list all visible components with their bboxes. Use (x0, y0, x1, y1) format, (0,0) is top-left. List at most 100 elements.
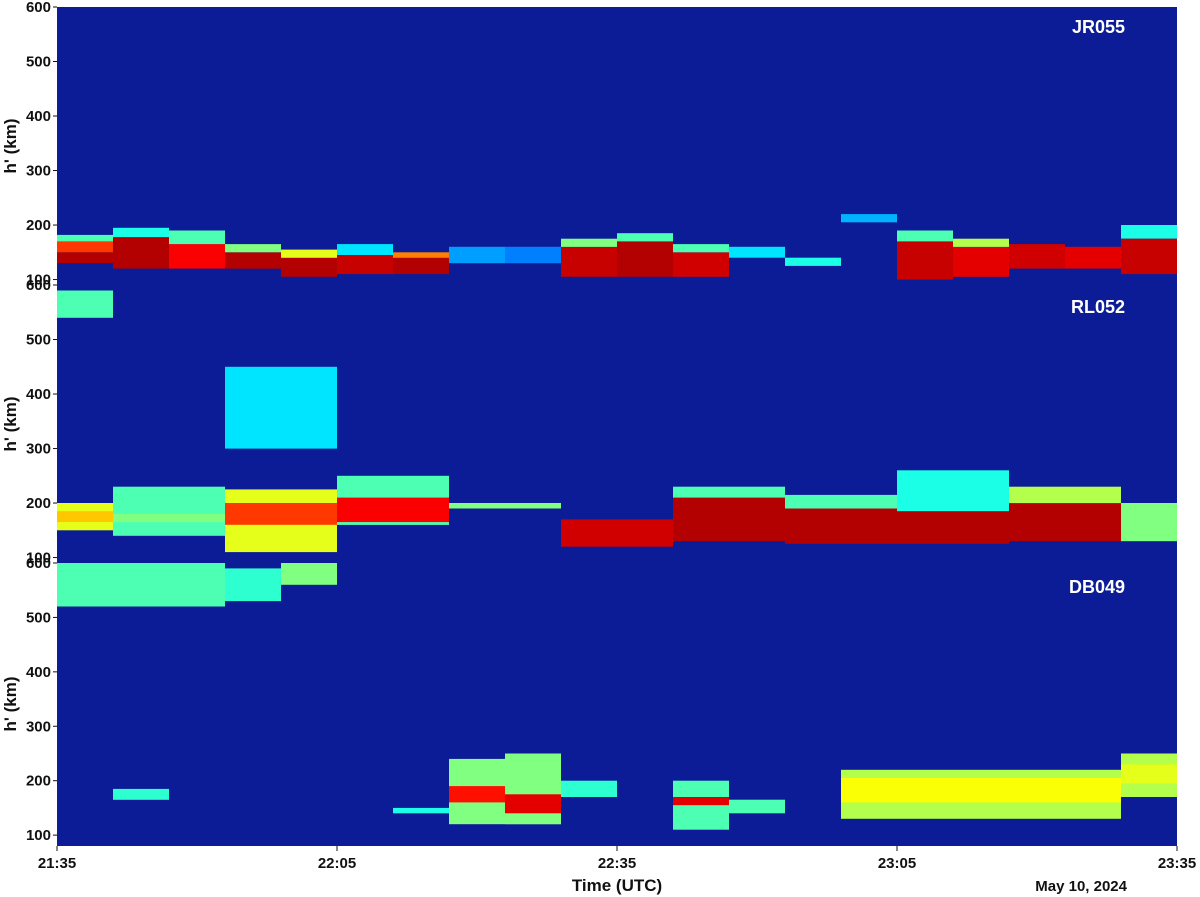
heatmap-cell-jr055-15-1 (897, 230, 953, 242)
heatmap-cell-jr055-6-0 (393, 257, 449, 275)
panel-rl052-station-label: RL052 (1071, 297, 1125, 317)
y-tick-label: 500 (26, 332, 51, 349)
heatmap-cell-jr055-4-0 (281, 257, 337, 277)
y-tick-label: 100 (26, 550, 51, 567)
heatmap-cell-rl052-0-1 (57, 511, 113, 523)
heatmap-cell-jr055-3-1 (225, 244, 281, 253)
panel-db049-cells (57, 563, 1177, 830)
heatmap-cell-jr055-1-1 (113, 227, 169, 238)
heatmap-cell-jr055-1-0 (113, 237, 169, 269)
heatmap-cell-rl052-2-1 (225, 503, 337, 525)
panel-db049: 100 200 300 400 500 600 h' (km) DB049 (1, 555, 1177, 846)
heatmap-cell-jr055-9-0 (561, 246, 617, 277)
y-tick-label: 200 (26, 495, 51, 512)
heatmap-cell-db049-7-0 (561, 780, 617, 797)
date-label: May 10, 2024 (1035, 878, 1127, 895)
heatmap-cell-db049-6-0 (505, 753, 561, 825)
heatmap-cell-db049-11-1 (1121, 764, 1177, 784)
y-tick-label: 400 (26, 108, 51, 125)
panel-db049-y-axis: 100 200 300 400 500 600 (26, 555, 57, 844)
heatmap-cell-db049-9-0 (729, 799, 785, 814)
heatmap-cell-rl052-2-2 (225, 366, 337, 449)
y-tick-label: 600 (26, 555, 51, 572)
heatmap-cell-jr055-15-0 (897, 241, 953, 280)
heatmap-cell-jr055-5-1 (337, 244, 393, 255)
x-tick-label: 23:05 (878, 855, 916, 872)
y-tick-label: 400 (26, 664, 51, 681)
heatmap-cell-jr055-10-0 (617, 241, 673, 277)
heatmap-cell-rl052-6-1 (673, 486, 785, 498)
heatmap-cell-db049-6-1 (505, 794, 561, 814)
panel-rl052: 100 200 300 400 500 600 h' (km) RL052 (1, 277, 1177, 567)
heatmap-cell-db049-0-0 (57, 563, 225, 607)
heatmap-cell-jr055-12-0 (729, 246, 785, 258)
heatmap-cell-jr055-19-1 (1121, 225, 1177, 239)
heatmap-cell-jr055-11-1 (673, 244, 729, 253)
heatmap-cell-jr055-0-2 (57, 234, 113, 242)
heatmap-cell-jr055-9-1 (561, 238, 617, 247)
y-tick-label: 200 (26, 217, 51, 234)
heatmap-cell-rl052-7-0 (785, 508, 897, 544)
heatmap-cell-jr055-2-0 (169, 244, 225, 269)
heatmap-cell-rl052-4-0 (449, 503, 561, 509)
heatmap-cell-jr055-6-1 (393, 252, 449, 258)
heatmap-cell-jr055-3-0 (225, 252, 281, 269)
y-tick-label: 500 (26, 54, 51, 71)
panel-rl052-y-axis: 100 200 300 400 500 600 (26, 277, 57, 567)
heatmap-cell-rl052-7-1 (785, 494, 897, 509)
heatmap-cell-db049-5-1 (449, 786, 505, 803)
heatmap-cell-db049-3-0 (281, 563, 337, 585)
panel-db049-station-label: DB049 (1069, 577, 1125, 597)
heatmap-cell-jr055-16-1 (953, 238, 1009, 247)
heatmap-cell-jr055-11-0 (673, 252, 729, 277)
panel-jr055-cells (57, 214, 1177, 280)
x-tick-label: 22:05 (318, 855, 356, 872)
heatmap-cell-db049-1-0 (113, 788, 169, 800)
y-tick-label: 200 (26, 773, 51, 790)
heatmap-cell-jr055-4-1 (281, 249, 337, 258)
y-tick-label: 300 (26, 718, 51, 735)
x-tick-label: 23:35 (1158, 855, 1196, 872)
heatmap-cell-rl052-6-0 (673, 492, 785, 542)
heatmap-cell-rl052-1-1 (113, 513, 225, 523)
y-tick-label: 100 (26, 827, 51, 844)
panel-rl052-ylabel: h' (km) (1, 396, 20, 451)
panel-jr055-ylabel: h' (km) (1, 118, 20, 173)
heatmap-cell-db049-4-0 (393, 807, 449, 814)
y-tick-label: 300 (26, 163, 51, 180)
heatmap-cell-rl052-1-0 (113, 486, 225, 536)
panel-rl052-cells (57, 290, 1177, 553)
y-tick-label: 400 (26, 386, 51, 403)
heatmap-cell-db049-10-1 (841, 778, 1121, 803)
heatmap-cell-rl052-8-0 (897, 511, 1009, 544)
heatmap-cell-rl052-0-2 (57, 290, 113, 318)
heatmap-cell-db049-8-1 (673, 797, 729, 806)
heatmap-cell-jr055-8-0 (505, 246, 561, 264)
heatmap-cell-jr055-13-0 (785, 257, 841, 266)
heatmap-cell-jr055-17-0 (1009, 244, 1065, 269)
heatmap-cell-rl052-3-1 (337, 497, 449, 523)
heatmap-cell-jr055-19-0 (1121, 238, 1177, 275)
heatmap-cell-rl052-5-0 (561, 519, 673, 547)
heatmap-cell-jr055-14-0 (841, 214, 897, 223)
heatmap-cell-jr055-16-0 (953, 246, 1009, 277)
heatmap-cell-rl052-8-1 (897, 470, 1009, 512)
heatmap-cell-jr055-7-0 (449, 246, 505, 264)
x-axis-label: Time (UTC) (572, 876, 662, 895)
heatmap-cell-jr055-2-1 (169, 230, 225, 245)
heatmap-cell-rl052-9-0 (1009, 503, 1121, 542)
y-tick-label: 500 (26, 609, 51, 626)
heatmap-cell-rl052-10-0 (1121, 503, 1177, 542)
heatmap-cell-rl052-9-1 (1009, 486, 1121, 504)
panel-jr055-y-axis: 100 200 300 400 500 600 (26, 0, 57, 289)
x-axis: 21:35 22:05 22:35 23:05 23:35 (38, 846, 1196, 872)
y-tick-label: 300 (26, 441, 51, 458)
x-tick-label: 21:35 (38, 855, 76, 872)
heatmap-cell-jr055-10-1 (617, 233, 673, 242)
heatmap-cell-jr055-5-0 (337, 255, 393, 275)
panel-jr055: 100 200 300 400 500 600 h' (km) JR055 (1, 0, 1177, 289)
heatmap-cell-jr055-18-0 (1065, 246, 1121, 269)
heatmap-cell-db049-2-0 (225, 568, 281, 602)
panel-jr055-station-label: JR055 (1072, 17, 1125, 37)
